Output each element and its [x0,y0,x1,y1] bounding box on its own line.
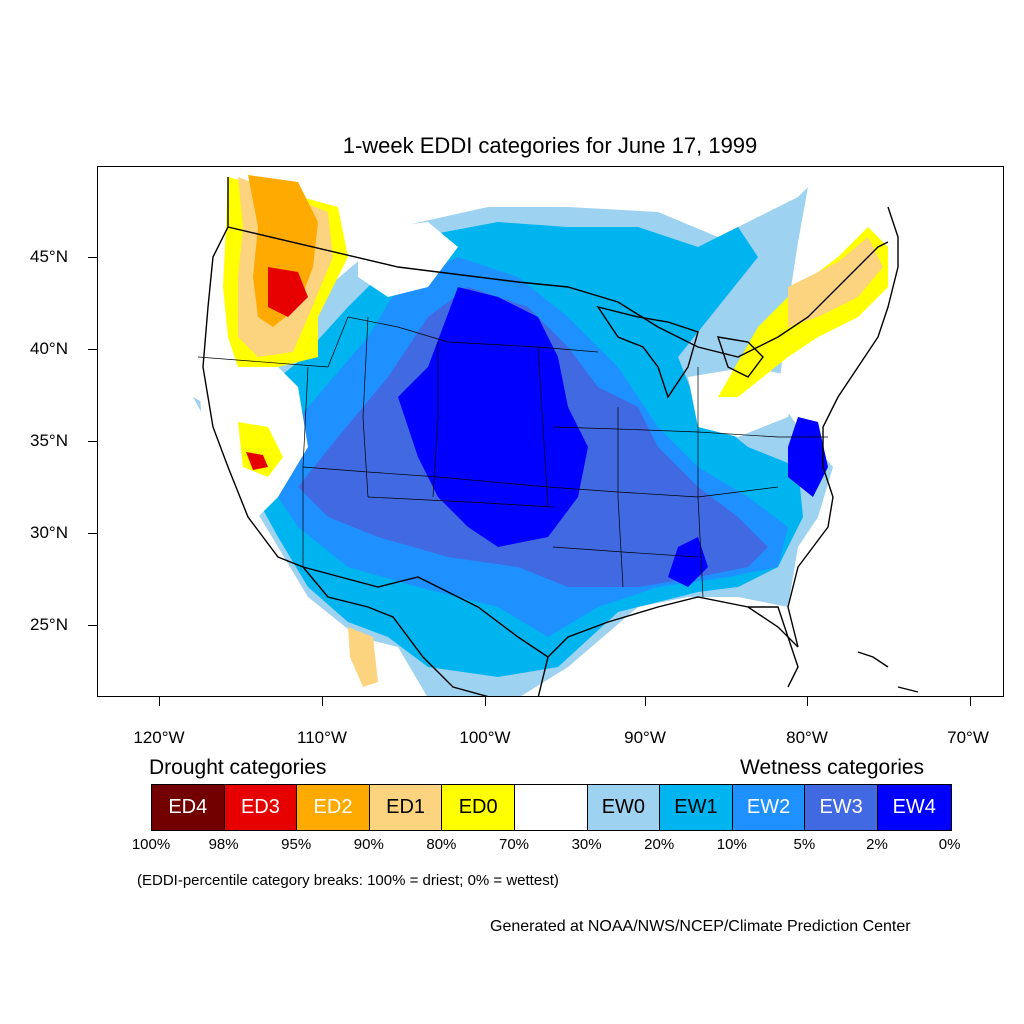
florida [748,606,799,688]
drought-heading: Drought categories [149,756,327,779]
legend-cell: EW3 [805,785,878,830]
ytick-mark [88,257,97,258]
map-title: 1-week EDDI categories for June 17, 1999 [342,133,758,158]
region-ed1-ne [788,237,883,327]
ytick-mark [88,533,97,534]
map-canvas [193,175,919,696]
credit-line: Generated at NOAA/NWS/NCEP/Climate Predi… [490,918,911,935]
legend-cell: ED2 [297,785,370,830]
ytick-label: 40°N [30,339,68,358]
ytick-label: 25°N [30,615,68,634]
ytick-mark [88,625,97,626]
legend-cell: ED0 [442,785,515,830]
region-ed3-nw [268,267,308,317]
legend-cell: EW2 [732,785,806,830]
ytick-mark [88,349,97,350]
xtick-label: 120°W [133,728,185,747]
region-normal-north [358,222,458,297]
region-ed0-sw [238,422,283,477]
legend-cell: EW0 [587,785,661,830]
ytick-label: 30°N [30,523,68,542]
region-ed1-baja [348,627,378,687]
legend-cell [514,785,588,830]
legend-break-label: 20% [644,836,675,853]
legend-break-label: 10% [716,836,747,853]
region-ew4 [398,287,588,547]
ytick-label: 45°N [30,247,68,266]
legend-cell: EW1 [660,785,733,830]
xtick-label: 80°W [786,728,828,747]
canada-border [227,226,889,358]
region-ew4-south [668,537,708,587]
islands [857,651,919,693]
xtick-mark [322,697,323,706]
state-lines [197,316,828,598]
mexico-border [302,566,549,658]
ytick-label: 35°N [30,431,68,450]
legend-break-label: 70% [498,836,530,853]
legend-break-label: 95% [281,836,312,853]
xtick-label: 110°W [297,728,347,747]
boundaries [202,177,899,696]
legend-colorbar: ED4 ED3 ED2 ED1 ED0 EW0 EW1 EW2 EW3 EW4 [151,784,952,831]
region-normal-east [688,367,798,437]
legend-cell: ED4 [152,785,225,830]
xtick-mark [485,697,486,706]
xtick-label: 90°W [624,728,666,747]
legend-break-label: 0% [938,836,961,853]
category-fill-regions [193,175,888,696]
ytick-mark [88,441,97,442]
break-note: (EDDI-percentile category breaks: 100% =… [137,872,559,889]
region-ed3-sw [246,452,268,470]
xtick-label: 100°W [459,728,511,747]
legend-break-label: 100% [131,836,171,853]
legend-break-label: 5% [793,836,816,853]
legend-break-label: 80% [426,836,457,853]
xtick-mark [159,697,160,706]
xtick-mark [970,697,971,706]
legend-break-label: 30% [571,836,602,853]
wetness-heading: Wetness categories [740,756,925,779]
xtick-label: 70°W [947,728,989,747]
legend-cell: ED3 [224,785,298,830]
legend-break-label: 98% [208,836,239,853]
us-outline [202,177,899,696]
legend-break-label: 90% [353,836,384,853]
legend-cell: ED1 [369,785,443,830]
legend-cell: EW4 [877,785,951,830]
xtick-mark [645,697,646,706]
eddi-map [97,166,1004,697]
legend-break-label: 2% [866,836,888,853]
great-lakes [596,305,764,399]
xtick-mark [807,697,808,706]
